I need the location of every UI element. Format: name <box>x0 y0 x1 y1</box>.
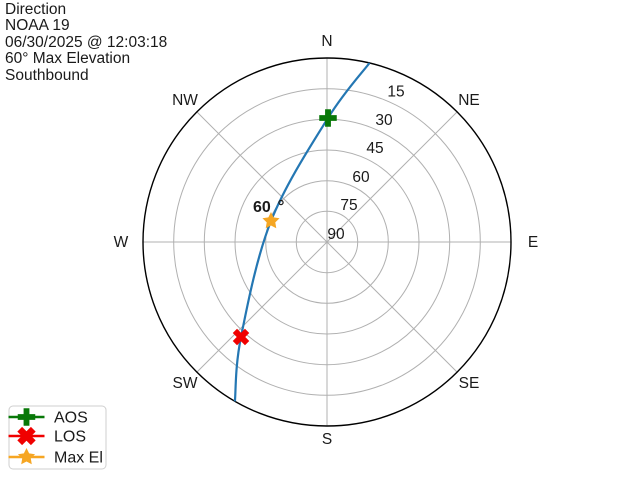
svg-text:W: W <box>114 234 129 251</box>
svg-text:45: 45 <box>366 140 383 157</box>
svg-text:90: 90 <box>327 226 345 243</box>
svg-text:Max El: Max El <box>54 450 103 467</box>
svg-text:15: 15 <box>387 84 404 101</box>
svg-text:SW: SW <box>173 375 198 392</box>
svg-text:E: E <box>528 234 538 251</box>
svg-text:75: 75 <box>340 197 357 214</box>
svg-text:30: 30 <box>375 112 393 129</box>
svg-text:60: 60 <box>253 199 271 216</box>
svg-text:60: 60 <box>352 169 370 186</box>
svg-text:NE: NE <box>458 92 480 109</box>
svg-text:AOS: AOS <box>54 410 88 427</box>
svg-text:NW: NW <box>172 92 198 109</box>
svg-text:SE: SE <box>459 375 480 392</box>
svg-text:S: S <box>322 431 332 448</box>
svg-text:LOS: LOS <box>54 429 86 446</box>
svg-text:N: N <box>321 33 332 50</box>
